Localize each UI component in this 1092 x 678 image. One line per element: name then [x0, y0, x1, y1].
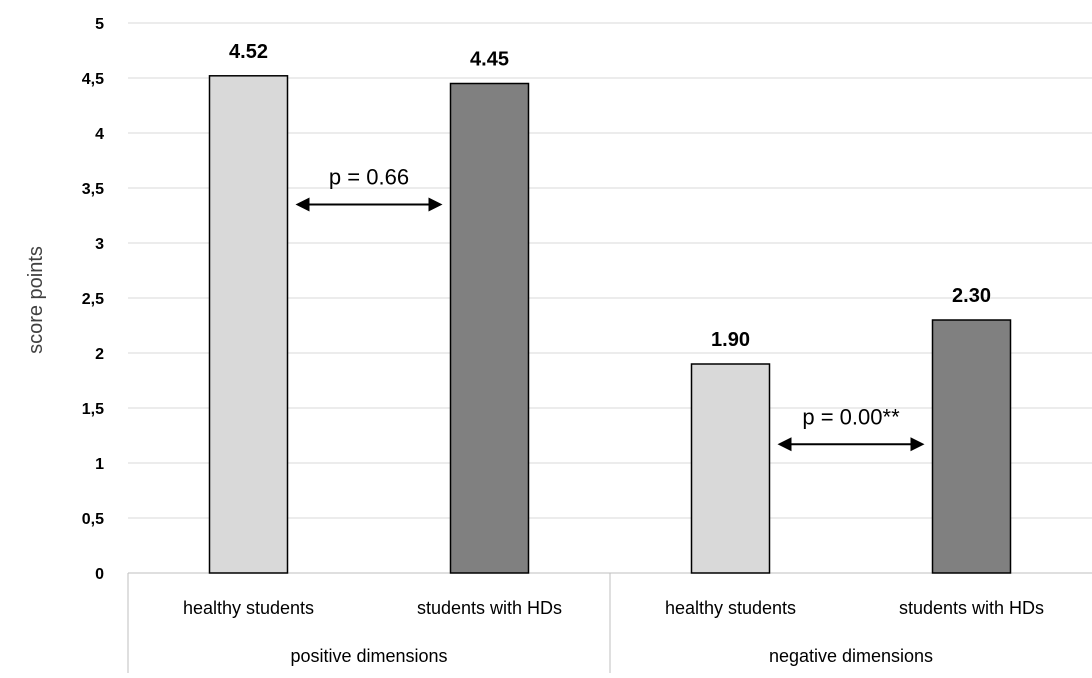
- x-group-label: negative dimensions: [769, 646, 933, 666]
- y-tick-label: 4,5: [82, 71, 104, 88]
- arrow-head-right-icon: [910, 437, 925, 452]
- arrow-head-left-icon: [295, 197, 310, 212]
- data-labels: 4.52 4.45 1.90 2.30: [229, 41, 991, 351]
- y-tick-label: 1: [95, 456, 104, 473]
- data-label: 4.52: [229, 41, 268, 63]
- data-label: 2.30: [952, 285, 991, 307]
- gridlines: [128, 22, 1092, 519]
- bar: [931, 319, 1012, 574]
- x-category-label: healthy students: [665, 598, 796, 618]
- axes: 0 0,5 1 1,5 2 2,5 3 3,5 4 4,5 5 healthy students stu…: [82, 16, 1092, 673]
- y-tick-label: 4: [95, 126, 104, 143]
- x-category-label: students with HDs: [417, 598, 562, 618]
- y-tick-label: 3: [95, 236, 104, 253]
- arrow-head-left-icon: [777, 437, 792, 452]
- bar: [690, 363, 771, 574]
- y-tick-label: 0: [95, 566, 104, 583]
- x-category-label: healthy students: [183, 598, 314, 618]
- arrow-head-right-icon: [428, 197, 443, 212]
- x-group-label: positive dimensions: [290, 646, 447, 666]
- data-label: 4.45: [470, 49, 509, 71]
- annotations: p = 0.66 p = 0.00**: [295, 165, 925, 452]
- p-value-annotation: p = 0.66: [329, 165, 409, 190]
- bar: [208, 75, 289, 574]
- bars: [208, 75, 1012, 574]
- y-tick-label: 5: [95, 16, 104, 33]
- y-tick-label: 3,5: [82, 181, 104, 198]
- y-tick-label: 2: [95, 346, 104, 363]
- bar: [449, 82, 530, 574]
- y-tick-label: 0,5: [82, 511, 104, 528]
- y-tick-label: 1,5: [82, 401, 104, 418]
- data-label: 1.90: [711, 329, 750, 351]
- y-axis-label: score points: [25, 246, 47, 354]
- p-value-annotation: p = 0.00**: [802, 404, 900, 429]
- y-tick-label: 2,5: [82, 291, 104, 308]
- x-category-label: students with HDs: [899, 598, 1044, 618]
